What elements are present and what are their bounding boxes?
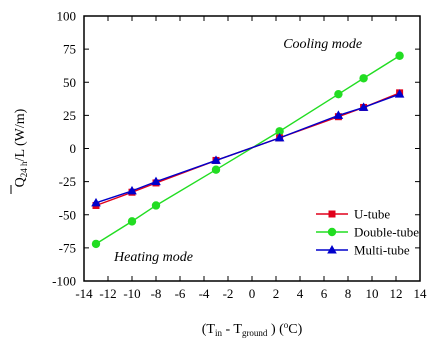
annotation-heating-mode: Heating mode — [113, 250, 193, 265]
series-multi-tube — [91, 89, 405, 207]
data-point-double-tube — [334, 89, 343, 99]
x-tick-label: -2 — [223, 286, 234, 301]
x-tick-label: -14 — [75, 286, 93, 301]
legend-item-double-tube: Double-tube — [316, 225, 419, 240]
x-axis-title: (Tin - Tground ) (oC) — [202, 320, 303, 338]
y-tick-label: -75 — [59, 240, 76, 255]
data-point-multi-tube — [127, 185, 137, 195]
legend-item-u-tube: U-tube — [316, 207, 390, 222]
x-tick-label: 12 — [390, 286, 403, 301]
series-line-multi-tube — [95, 93, 400, 204]
x-tick-label: 10 — [366, 286, 379, 301]
x-tick-label: -10 — [123, 286, 140, 301]
y-tick-label: -25 — [59, 174, 76, 189]
legend-marker-multi-tube — [327, 245, 337, 254]
x-tick-label: -12 — [99, 286, 116, 301]
data-point-double-tube — [359, 74, 368, 83]
data-point-multi-tube — [91, 197, 101, 207]
svg-text:Q24 h/L (W/m): Q24 h/L (W/m) — [13, 108, 29, 187]
data-point-double-tube — [151, 201, 161, 210]
y-tick-label: -50 — [59, 207, 76, 222]
data-point-double-tube — [275, 127, 284, 136]
y-tick-label: 25 — [63, 108, 76, 123]
axes: -14 -12 -10 -8 -6 -4 -2 0 2 4 6 8 10 12 14 100 75 50 25 0 -2… — [10, 9, 428, 338]
x-tick-label: 8 — [345, 286, 352, 301]
data-point-multi-tube — [358, 102, 369, 111]
annotation-cooling-mode: Cooling mode — [283, 37, 362, 52]
y-tick-label: 50 — [63, 75, 76, 90]
x-tick-label: -8 — [151, 286, 162, 301]
series-double-tube — [91, 51, 404, 249]
data-point-multi-tube — [211, 155, 221, 164]
data-point-double-tube — [127, 217, 137, 226]
legend-label-u-tube: U-tube — [354, 207, 390, 222]
legend-label-multi-tube: Multi-tube — [354, 243, 410, 258]
data-point-multi-tube — [333, 110, 344, 119]
legend-label-double-tube: Double-tube — [354, 225, 419, 240]
legend-item-multi-tube: Multi-tube — [316, 243, 410, 258]
x-tick-label: -4 — [199, 286, 210, 301]
x-tick-label: 0 — [249, 286, 256, 301]
y-tick-label: 75 — [63, 42, 76, 57]
data-point-double-tube — [91, 239, 101, 249]
data-point-double-tube — [395, 51, 404, 60]
y-axis-title: Q24 h/L (W/m) — [10, 108, 29, 194]
x-tick-label: 4 — [297, 286, 304, 301]
legend-marker-double-tube — [327, 227, 337, 237]
x-tick-label: 14 — [414, 286, 428, 301]
y-tick-label: -100 — [52, 274, 76, 289]
data-series — [91, 51, 405, 249]
y-tick-label: 0 — [70, 141, 77, 156]
series-line-double-tube — [95, 55, 400, 245]
x-tick-label: 2 — [273, 286, 280, 301]
legend-marker-u-tube — [328, 210, 336, 218]
y-tick-label: 100 — [57, 9, 77, 24]
data-point-multi-tube — [394, 89, 405, 98]
data-point-multi-tube — [274, 132, 285, 142]
data-point-multi-tube — [151, 176, 161, 186]
x-tick-label: 6 — [321, 286, 328, 301]
x-tick-label: -6 — [175, 286, 186, 301]
legend: U-tube Double-tube Multi-tube — [316, 207, 419, 258]
data-point-double-tube — [211, 165, 221, 174]
annotations: Cooling mode Heating mode — [113, 37, 362, 265]
